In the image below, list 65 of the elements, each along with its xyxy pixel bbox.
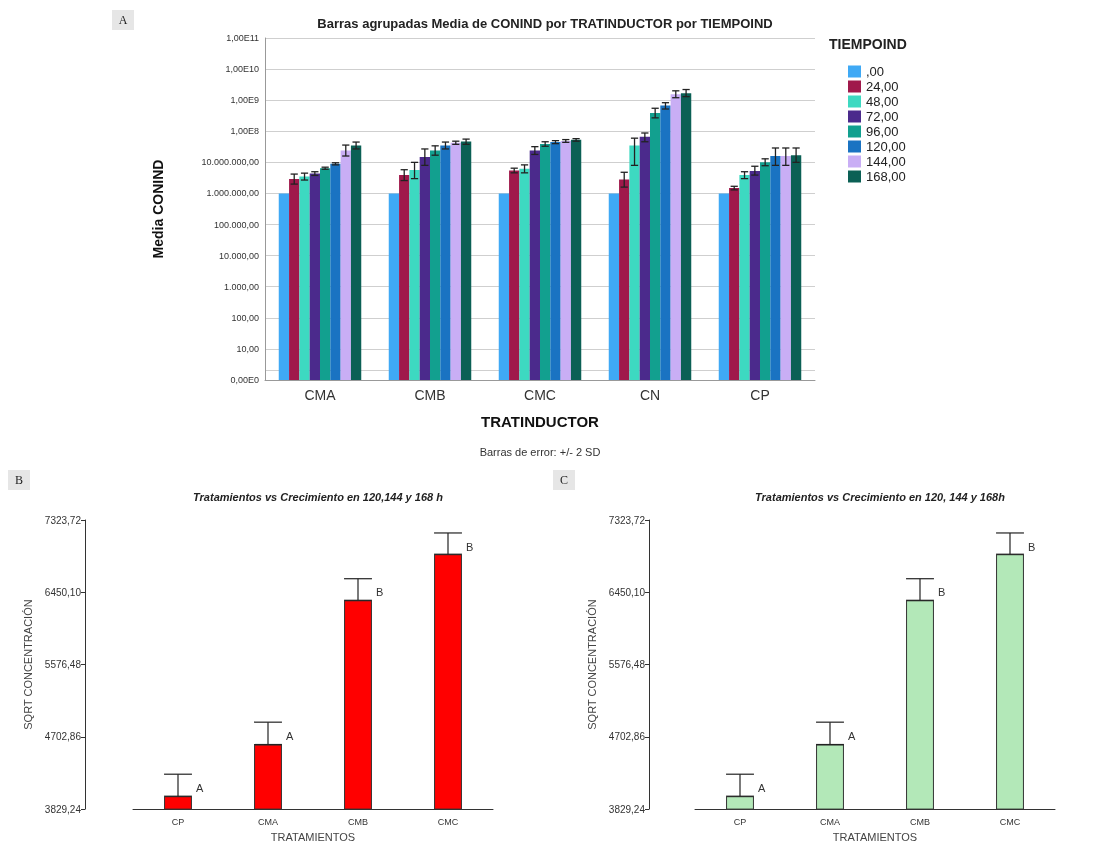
annotation: A <box>285 730 294 743</box>
annotation: A <box>195 782 204 795</box>
y-tick-label: 5576,48 <box>608 659 646 671</box>
y-tick-label: 1,00E11 <box>226 33 259 43</box>
y-tick-label: 1,00E8 <box>230 126 259 137</box>
x-axis-title: TRATAMIENTOS <box>832 830 918 843</box>
chart-title: Tratamientos vs Crecimiento en 120, 144 y 168h <box>755 490 1006 503</box>
y-axis-title: Media CONIND <box>150 159 166 259</box>
y-tick-label: 0,00E0 <box>230 375 259 385</box>
x-tick-label: CMA <box>820 816 840 827</box>
x-tick-label: CMB <box>414 387 446 403</box>
y-tick-label: 100.000,00 <box>213 219 259 230</box>
annotation: B <box>465 540 474 553</box>
x-axis-title: TRATAMIENTOS <box>270 830 356 843</box>
y-tick-label: 3829,24 <box>608 803 646 815</box>
x-tick-label: CMC <box>524 387 556 403</box>
y-tick-label: 6450,10 <box>44 586 82 598</box>
x-tick-label: CP <box>171 816 185 827</box>
legend-label: 72,00 <box>866 109 899 124</box>
x-tick-label: CMC <box>437 816 459 827</box>
y-tick-label: 1,00E10 <box>225 64 259 75</box>
y-tick-label: 100,00 <box>231 312 259 323</box>
legend-label: 24,00 <box>866 79 899 94</box>
annotation: B <box>375 585 384 598</box>
legend-label: 168,00 <box>866 169 906 184</box>
annotation: A <box>757 782 766 795</box>
x-tick-label: CP <box>750 387 770 403</box>
legend-label: ,00 <box>866 64 885 79</box>
y-axis-title: SQRT CONCENTRACIÓN <box>586 599 599 730</box>
x-tick-label: CMA <box>258 816 278 827</box>
x-tick-label: CMB <box>910 816 930 827</box>
x-axis-title: TRATINDUCTOR <box>481 413 600 430</box>
x-tick-label: CMC <box>999 816 1021 827</box>
x-tick-label: CP <box>733 816 747 827</box>
chart-title: Barras agrupadas Media de CONIND por TRATINDUCTOR por TIEMPOIND <box>317 16 773 31</box>
text: Barras de error: +/- 2 SD <box>479 446 601 458</box>
legend-label: 144,00 <box>866 154 906 169</box>
annotation: B <box>1027 540 1036 553</box>
y-axis-title: SQRT CONCENTRACIÓN <box>22 599 35 730</box>
y-tick-label: 4702,86 <box>44 731 82 743</box>
x-tick-label: CMA <box>304 387 337 403</box>
text: B <box>14 473 24 487</box>
y-tick-label: 3829,24 <box>44 803 82 815</box>
text: C <box>559 473 569 487</box>
legend-label: 120,00 <box>866 139 906 154</box>
legend-label: 96,00 <box>866 124 899 139</box>
chart-title: Tratamientos vs Crecimiento en 120,144 y 168 h <box>193 490 444 503</box>
legend-title: TIEMPOIND <box>829 36 907 52</box>
y-tick-label: 10,00 <box>236 343 259 354</box>
annotation: A <box>847 730 856 743</box>
y-tick-label: 10.000.000,00 <box>201 157 259 168</box>
y-tick-label: 7323,72 <box>44 514 82 526</box>
legend-label: 48,00 <box>866 94 899 109</box>
y-tick-label: 10.000,00 <box>218 250 259 261</box>
y-tick-label: 6450,10 <box>608 586 646 598</box>
x-tick-label: CMB <box>348 816 368 827</box>
y-tick-label: 5576,48 <box>44 659 82 671</box>
y-tick-label: 7323,72 <box>608 514 646 526</box>
y-tick-label: 1.000,00 <box>223 281 259 292</box>
y-tick-label: 1.000.000,00 <box>206 188 259 199</box>
x-tick-label: CN <box>639 387 661 403</box>
y-tick-label: 1,00E9 <box>230 95 259 106</box>
annotation: B <box>937 585 946 598</box>
y-tick-label: 4702,86 <box>608 731 646 743</box>
text: A <box>118 13 128 27</box>
